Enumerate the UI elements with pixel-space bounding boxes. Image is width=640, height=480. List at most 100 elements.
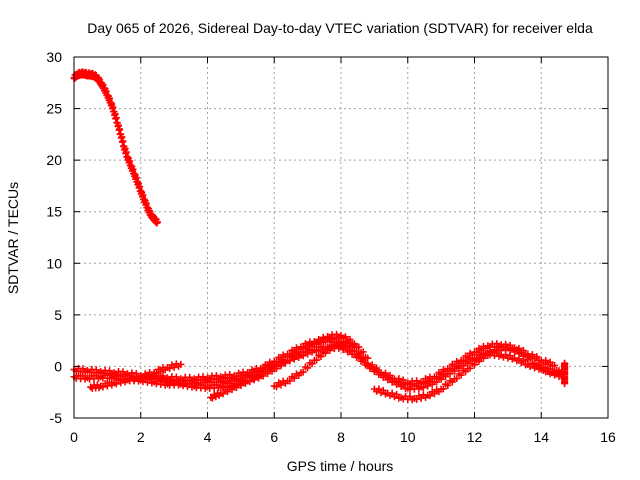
data-point [355, 343, 363, 351]
data-point [341, 333, 349, 341]
data-point [313, 356, 321, 364]
data-point [373, 366, 381, 374]
y-tick-label: 0 [54, 358, 62, 374]
data-point [153, 218, 161, 226]
data-point [177, 360, 185, 368]
data-point [159, 374, 167, 382]
data-point [522, 351, 530, 359]
data-point [168, 376, 176, 384]
data-point [112, 380, 120, 388]
x-tick-label: 6 [270, 429, 278, 445]
data-point [355, 352, 363, 360]
grid-lines [74, 57, 608, 418]
data-point [526, 354, 534, 362]
data-point [368, 363, 376, 371]
data-point [424, 382, 432, 390]
data-point [299, 368, 307, 376]
data-point [359, 348, 367, 356]
data-point [450, 367, 458, 375]
data-point [561, 359, 569, 367]
data-point [444, 381, 452, 389]
data-point [313, 347, 321, 355]
data-point [326, 346, 334, 354]
data-point [546, 358, 554, 366]
data-point [246, 377, 254, 385]
y-tick-label: 5 [54, 307, 62, 323]
data-point [386, 374, 394, 382]
x-tick-label: 2 [137, 429, 145, 445]
data-point [457, 371, 465, 379]
data-point [272, 365, 280, 373]
data-point [317, 338, 325, 346]
data-point [212, 393, 220, 401]
data-point [290, 374, 298, 382]
data-point [417, 394, 425, 402]
series-satellite-9 [561, 359, 569, 388]
data-series [70, 68, 569, 404]
data-point [535, 361, 543, 369]
data-point [126, 377, 134, 385]
data-point [139, 374, 147, 382]
data-point [466, 364, 474, 372]
data-point [484, 352, 492, 360]
data-point [257, 371, 265, 379]
x-tick-label: 16 [600, 429, 616, 445]
data-point [548, 367, 556, 375]
data-point [304, 364, 312, 372]
y-tick-label: 30 [46, 49, 62, 65]
data-point [308, 360, 316, 368]
data-point [286, 377, 294, 385]
data-point [166, 364, 174, 372]
data-point [277, 362, 285, 370]
x-tick-label: 0 [70, 429, 78, 445]
data-point [437, 375, 445, 383]
data-point [170, 363, 178, 371]
data-point [375, 385, 383, 393]
data-point [399, 381, 407, 389]
data-point [99, 383, 107, 391]
data-point [508, 344, 516, 352]
data-point [219, 390, 227, 398]
data-point [413, 395, 421, 403]
data-point [426, 392, 434, 400]
series-satellite-4 [87, 360, 185, 392]
data-point [395, 378, 403, 386]
data-point [264, 370, 272, 378]
x-axis-label: GPS time / hours [287, 458, 394, 474]
series-satellite-6 [207, 371, 265, 402]
x-tick-label: 4 [204, 429, 212, 445]
data-point [539, 363, 547, 371]
data-point [232, 384, 240, 392]
data-point [172, 377, 180, 385]
data-point [513, 346, 521, 354]
data-point [130, 376, 138, 384]
y-axis-label: SDTVAR / TECUs [5, 182, 21, 294]
data-point [346, 346, 354, 354]
data-point [433, 378, 441, 386]
axis-ticks: 0 2 4 6 8 10 12 14 16 -5 0 5 10 15 20 25 30 [46, 49, 616, 445]
data-point [277, 381, 285, 389]
data-point [103, 382, 111, 390]
data-point [379, 386, 387, 394]
data-point [117, 379, 125, 387]
data-point [237, 381, 245, 389]
data-point [143, 372, 151, 380]
data-point [528, 351, 536, 359]
data-point [471, 361, 478, 369]
data-point [330, 344, 338, 352]
y-tick-label: 20 [46, 152, 62, 168]
data-point [430, 390, 438, 398]
data-point [446, 370, 454, 378]
data-point [272, 383, 280, 391]
data-point [382, 372, 389, 380]
y-tick-label: -5 [50, 410, 63, 426]
y-tick-label: 15 [46, 204, 62, 220]
data-point [542, 356, 550, 364]
data-point [290, 354, 298, 362]
data-point [419, 384, 427, 392]
x-tick-label: 12 [467, 429, 483, 445]
data-point [209, 394, 217, 402]
x-tick-label: 10 [400, 429, 416, 445]
